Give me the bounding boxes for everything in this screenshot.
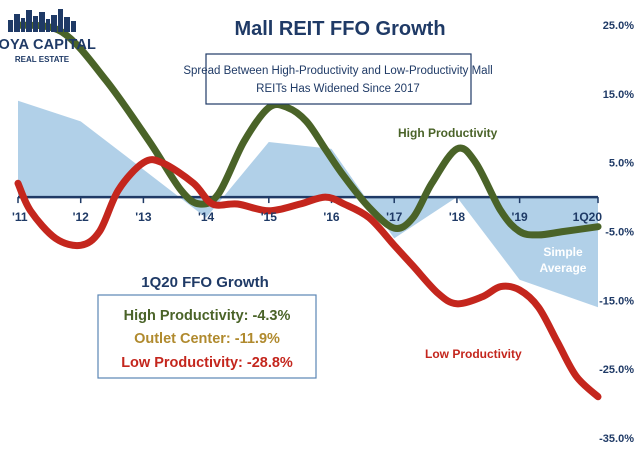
high-productivity-label: High Productivity [398,126,498,140]
chart-title: Mall REIT FFO Growth [234,18,445,40]
x-tick-label: 1Q20 [573,210,603,224]
y-tick-label: 5.0% [609,158,634,170]
y-tick-label: -35.0% [599,433,634,445]
summary-row-outlet: Outlet Center: -11.9% [134,331,280,347]
chart-subtitle-line1: Spread Between High-Productivity and Low… [183,65,492,77]
logo-line2: REAL ESTATE [15,55,70,64]
y-tick-labels: 25.0% 15.0% 5.0% -5.0% -15.0% -25.0% -35.0% [599,20,634,445]
simple-average-label-line1: Simple [543,245,583,259]
x-tick-label: '17 [386,210,403,224]
x-tick-label: '19 [512,210,529,224]
x-tick-label: '11 [12,210,28,224]
y-tick-label: 15.0% [603,89,634,101]
chart-subtitle-line2: REITs Has Widened Since 2017 [256,83,420,95]
hoya-capital-logo: HOYA CAPITAL REAL ESTATE [0,9,96,64]
x-tick-label: '18 [449,210,466,224]
summary-row-high: High Productivity: -4.3% [124,308,291,324]
low-productivity-line [14,156,602,401]
x-tick-labels: '11 '12 '13 '14 '15 '16 '17 '18 '19 1Q20 [12,210,602,224]
y-tick-label: -25.0% [599,364,634,376]
summary-row-low: Low Productivity: -28.8% [121,355,293,371]
x-tick-label: '15 [261,210,278,224]
x-tick-label: '16 [323,210,340,224]
average-area-layer [18,100,598,308]
y-tick-label: -5.0% [605,227,634,239]
simple-average-label-line2: Average [540,261,587,275]
skyline-icon [8,9,76,32]
summary-title: 1Q20 FFO Growth [141,274,269,291]
x-tick-label: '13 [135,210,152,224]
y-tick-label: -15.0% [599,295,634,307]
simple-average-area [18,100,598,308]
summary-box [97,294,317,379]
series-line-layer [14,21,602,401]
high-productivity-line [14,21,602,239]
low-productivity-label: Low Productivity [425,347,522,361]
x-tick-label: '12 [73,210,90,224]
subtitle-box [205,53,472,105]
x-tick-label: '14 [198,210,215,224]
y-tick-label: 25.0% [603,20,634,32]
logo-line1: HOYA CAPITAL [0,37,96,53]
